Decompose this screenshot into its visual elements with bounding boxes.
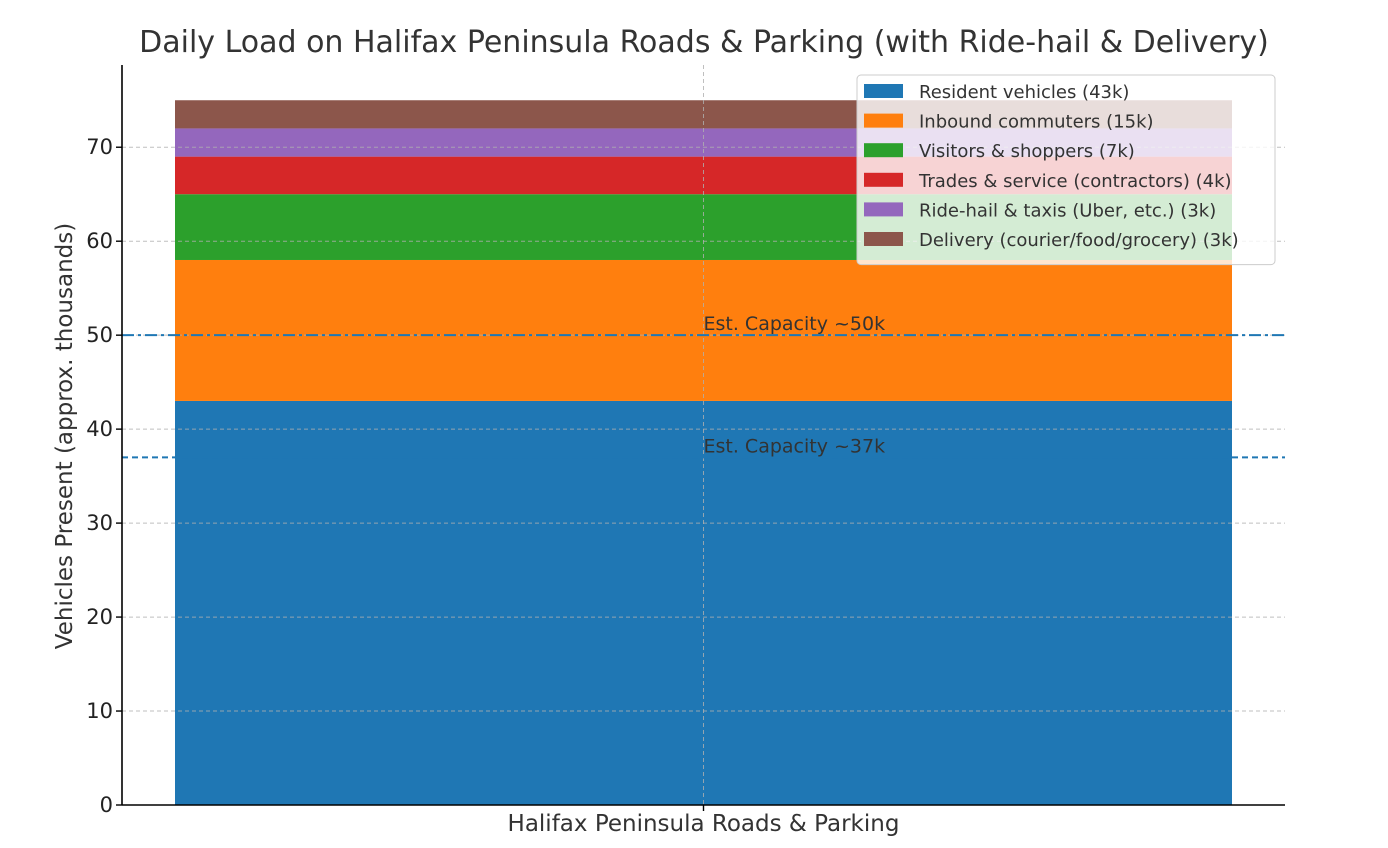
legend-swatch-2 — [864, 113, 903, 128]
legend-label-5: Ride-hail & taxis (Uber, etc.) (3k) — [919, 200, 1216, 221]
legend-label-1: Resident vehicles (43k) — [919, 82, 1129, 103]
y-tick-label: 20 — [86, 605, 113, 629]
x-tick-label: Halifax Peninsula Roads & Parking — [508, 811, 900, 837]
axes-layer: 0 10 20 30 40 50 60 70 Halifax Peninsula Roads &… — [86, 65, 1285, 837]
y-axis-label: Vehicles Present (approx. thousands) — [52, 223, 78, 649]
legend-label-2: Inbound commuters (15k) — [919, 112, 1154, 133]
legend-label-3: Visitors & shoppers (7k) — [919, 141, 1135, 162]
y-tick-label: 60 — [86, 229, 113, 253]
y-tick-label: 30 — [86, 511, 113, 535]
legend: Resident vehicles (43k) Inbound commuters… — [856, 74, 1276, 266]
y-tick-label: 10 — [86, 699, 113, 723]
reference-line-label-1: Est. Capacity ~50k — [704, 313, 886, 335]
y-tick-label: 70 — [86, 135, 113, 159]
legend-swatch-3 — [864, 143, 903, 158]
legend-label-6: Delivery (courier/food/grocery) (3k) — [919, 230, 1239, 251]
y-tick-label: 40 — [86, 417, 113, 441]
legend-swatch-5 — [864, 202, 903, 217]
y-tick-label: 0 — [100, 793, 113, 817]
legend-swatch-4 — [864, 172, 903, 187]
chart-title: Daily Load on Halifax Peninsula Roads & … — [139, 25, 1269, 60]
reference-lines-layer: Est. Capacity ~50k Est. Capacity ~37k — [122, 313, 1285, 459]
legend-swatch-6 — [864, 232, 903, 246]
reference-line-label-2: Est. Capacity ~37k — [704, 435, 886, 457]
legend-swatch-1 — [864, 84, 903, 98]
y-tick-label: 50 — [86, 323, 113, 347]
legend-label-4: Trades & service (contractors) (4k) — [918, 171, 1232, 192]
legend-box — [856, 74, 1276, 266]
